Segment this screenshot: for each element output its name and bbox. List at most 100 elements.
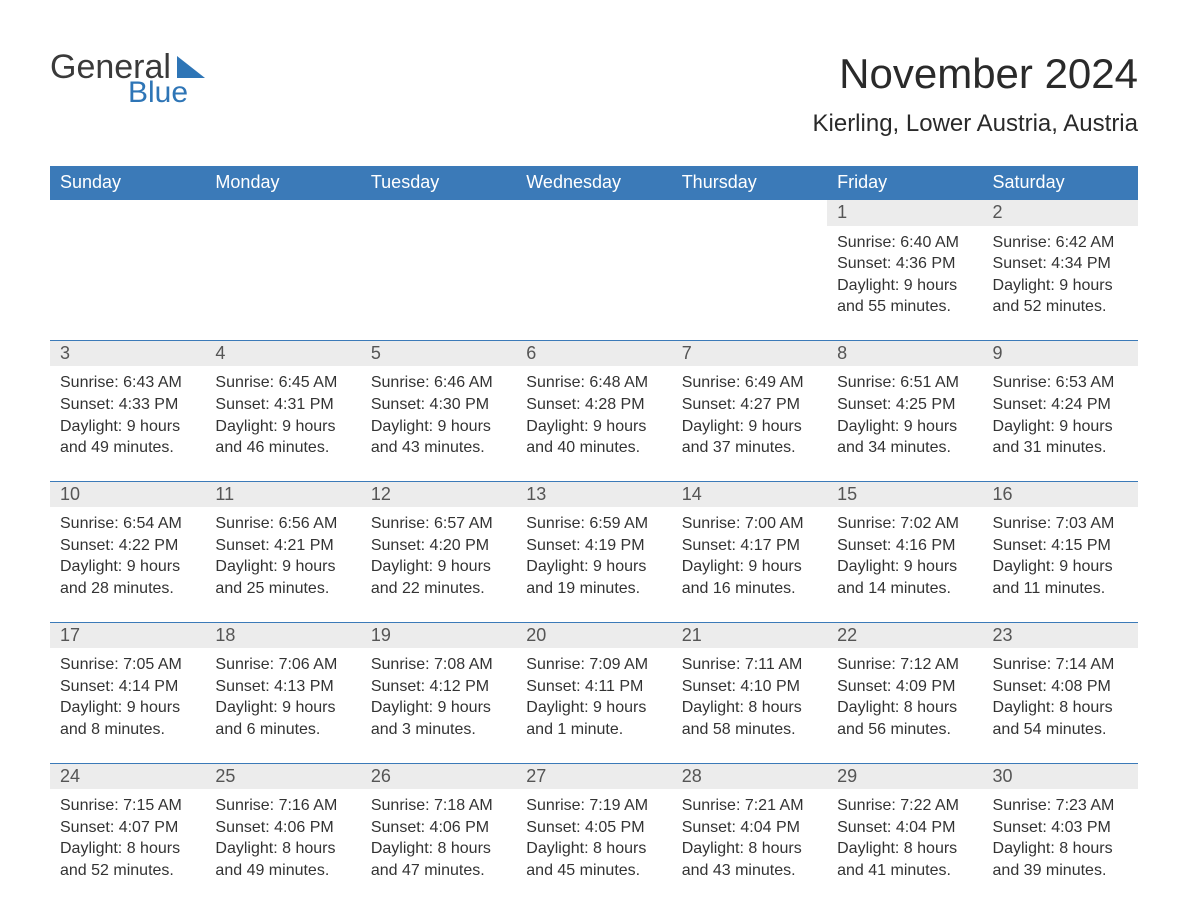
day-detail-cell: Sunrise: 6:59 AMSunset: 4:19 PMDaylight:… xyxy=(516,507,671,622)
sunset-line: Sunset: 4:22 PM xyxy=(60,535,195,557)
sunset-line: Sunset: 4:12 PM xyxy=(371,676,506,698)
day-number-cell: 28 xyxy=(672,763,827,789)
day-detail-cell: Sunrise: 6:48 AMSunset: 4:28 PMDaylight:… xyxy=(516,366,671,481)
daylight-line: Daylight: 9 hours and 1 minute. xyxy=(526,697,661,740)
day-detail-cell: Sunrise: 7:18 AMSunset: 4:06 PMDaylight:… xyxy=(361,789,516,903)
day-detail-cell: Sunrise: 6:57 AMSunset: 4:20 PMDaylight:… xyxy=(361,507,516,622)
sunset-line: Sunset: 4:06 PM xyxy=(371,817,506,839)
sunrise-line: Sunrise: 7:08 AM xyxy=(371,654,506,676)
week-detail-row: Sunrise: 6:54 AMSunset: 4:22 PMDaylight:… xyxy=(50,507,1138,622)
sunrise-line: Sunrise: 6:54 AM xyxy=(60,513,195,535)
calendar-header-row: SundayMondayTuesdayWednesdayThursdayFrid… xyxy=(50,166,1138,200)
day-number-cell: 1 xyxy=(827,200,982,226)
sunset-line: Sunset: 4:08 PM xyxy=(993,676,1128,698)
daylight-line: Daylight: 8 hours and 39 minutes. xyxy=(993,838,1128,881)
sunrise-line: Sunrise: 6:56 AM xyxy=(215,513,350,535)
sunrise-line: Sunrise: 6:42 AM xyxy=(993,232,1128,254)
day-detail-cell: Sunrise: 7:06 AMSunset: 4:13 PMDaylight:… xyxy=(205,648,360,763)
sunrise-line: Sunrise: 7:06 AM xyxy=(215,654,350,676)
daylight-line: Daylight: 9 hours and 28 minutes. xyxy=(60,556,195,599)
sunset-line: Sunset: 4:20 PM xyxy=(371,535,506,557)
day-number-cell xyxy=(361,200,516,226)
daylight-line: Daylight: 8 hours and 43 minutes. xyxy=(682,838,817,881)
day-header: Friday xyxy=(827,166,982,200)
day-detail-cell: Sunrise: 6:42 AMSunset: 4:34 PMDaylight:… xyxy=(983,226,1138,341)
sunset-line: Sunset: 4:25 PM xyxy=(837,394,972,416)
sunrise-line: Sunrise: 7:00 AM xyxy=(682,513,817,535)
day-number-cell: 17 xyxy=(50,622,205,648)
day-detail-cell: Sunrise: 7:11 AMSunset: 4:10 PMDaylight:… xyxy=(672,648,827,763)
day-detail-cell xyxy=(205,226,360,341)
sunset-line: Sunset: 4:16 PM xyxy=(837,535,972,557)
logo: General Blue xyxy=(50,50,205,108)
day-detail-cell xyxy=(516,226,671,341)
sunrise-line: Sunrise: 6:45 AM xyxy=(215,372,350,394)
sail-icon xyxy=(177,56,205,78)
day-number-cell: 2 xyxy=(983,200,1138,226)
day-detail-cell: Sunrise: 7:21 AMSunset: 4:04 PMDaylight:… xyxy=(672,789,827,903)
logo-word-blue: Blue xyxy=(128,78,205,108)
day-number-cell: 7 xyxy=(672,340,827,366)
day-number-cell: 16 xyxy=(983,481,1138,507)
sunrise-line: Sunrise: 7:09 AM xyxy=(526,654,661,676)
day-detail-cell: Sunrise: 7:03 AMSunset: 4:15 PMDaylight:… xyxy=(983,507,1138,622)
daylight-line: Daylight: 8 hours and 45 minutes. xyxy=(526,838,661,881)
sunrise-line: Sunrise: 7:22 AM xyxy=(837,795,972,817)
sunrise-line: Sunrise: 6:51 AM xyxy=(837,372,972,394)
day-number-cell: 29 xyxy=(827,763,982,789)
daylight-line: Daylight: 9 hours and 49 minutes. xyxy=(60,416,195,459)
daylight-line: Daylight: 8 hours and 58 minutes. xyxy=(682,697,817,740)
day-detail-cell: Sunrise: 7:22 AMSunset: 4:04 PMDaylight:… xyxy=(827,789,982,903)
daylight-line: Daylight: 9 hours and 55 minutes. xyxy=(837,275,972,318)
day-number-cell: 11 xyxy=(205,481,360,507)
daylight-line: Daylight: 9 hours and 25 minutes. xyxy=(215,556,350,599)
day-number-cell: 23 xyxy=(983,622,1138,648)
day-number-cell xyxy=(516,200,671,226)
sunset-line: Sunset: 4:30 PM xyxy=(371,394,506,416)
day-detail-cell: Sunrise: 6:46 AMSunset: 4:30 PMDaylight:… xyxy=(361,366,516,481)
day-detail-cell xyxy=(672,226,827,341)
daylight-line: Daylight: 9 hours and 31 minutes. xyxy=(993,416,1128,459)
calendar-table: SundayMondayTuesdayWednesdayThursdayFrid… xyxy=(50,166,1138,903)
day-number-cell: 24 xyxy=(50,763,205,789)
day-number-cell: 19 xyxy=(361,622,516,648)
sunrise-line: Sunrise: 6:43 AM xyxy=(60,372,195,394)
sunset-line: Sunset: 4:21 PM xyxy=(215,535,350,557)
week-detail-row: Sunrise: 7:05 AMSunset: 4:14 PMDaylight:… xyxy=(50,648,1138,763)
daylight-line: Daylight: 9 hours and 19 minutes. xyxy=(526,556,661,599)
daylight-line: Daylight: 9 hours and 14 minutes. xyxy=(837,556,972,599)
sunrise-line: Sunrise: 6:59 AM xyxy=(526,513,661,535)
daylight-line: Daylight: 9 hours and 52 minutes. xyxy=(993,275,1128,318)
sunset-line: Sunset: 4:19 PM xyxy=(526,535,661,557)
sunset-line: Sunset: 4:10 PM xyxy=(682,676,817,698)
week-daynum-row: 3456789 xyxy=(50,340,1138,366)
sunrise-line: Sunrise: 7:18 AM xyxy=(371,795,506,817)
day-header: Sunday xyxy=(50,166,205,200)
day-number-cell: 8 xyxy=(827,340,982,366)
day-header: Tuesday xyxy=(361,166,516,200)
sunrise-line: Sunrise: 7:19 AM xyxy=(526,795,661,817)
page-header: General Blue November 2024 Kierling, Low… xyxy=(50,50,1138,138)
sunrise-line: Sunrise: 7:21 AM xyxy=(682,795,817,817)
sunrise-line: Sunrise: 6:57 AM xyxy=(371,513,506,535)
sunset-line: Sunset: 4:07 PM xyxy=(60,817,195,839)
title-block: November 2024 Kierling, Lower Austria, A… xyxy=(813,50,1139,138)
daylight-line: Daylight: 8 hours and 49 minutes. xyxy=(215,838,350,881)
day-number-cell: 22 xyxy=(827,622,982,648)
daylight-line: Daylight: 9 hours and 6 minutes. xyxy=(215,697,350,740)
day-number-cell: 15 xyxy=(827,481,982,507)
day-detail-cell: Sunrise: 7:23 AMSunset: 4:03 PMDaylight:… xyxy=(983,789,1138,903)
sunrise-line: Sunrise: 6:49 AM xyxy=(682,372,817,394)
sunset-line: Sunset: 4:31 PM xyxy=(215,394,350,416)
day-number-cell: 13 xyxy=(516,481,671,507)
daylight-line: Daylight: 8 hours and 41 minutes. xyxy=(837,838,972,881)
day-number-cell: 25 xyxy=(205,763,360,789)
sunset-line: Sunset: 4:34 PM xyxy=(993,253,1128,275)
day-detail-cell: Sunrise: 7:09 AMSunset: 4:11 PMDaylight:… xyxy=(516,648,671,763)
day-detail-cell: Sunrise: 6:56 AMSunset: 4:21 PMDaylight:… xyxy=(205,507,360,622)
sunset-line: Sunset: 4:13 PM xyxy=(215,676,350,698)
sunrise-line: Sunrise: 7:11 AM xyxy=(682,654,817,676)
day-detail-cell: Sunrise: 7:08 AMSunset: 4:12 PMDaylight:… xyxy=(361,648,516,763)
week-daynum-row: 17181920212223 xyxy=(50,622,1138,648)
sunset-line: Sunset: 4:09 PM xyxy=(837,676,972,698)
